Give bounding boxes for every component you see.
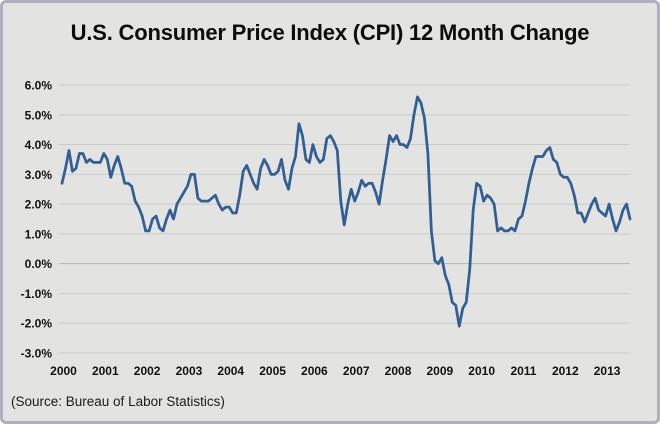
y-axis-tick-label: 5.0% [25,108,53,122]
y-axis-tick-label: -1.0% [21,287,53,301]
y-axis-tick-label: 2.0% [25,198,53,212]
x-axis-tick-label: 2009 [426,364,453,378]
y-axis-tick-label: 6.0% [25,79,53,93]
y-axis-tick-label: -2.0% [21,317,53,331]
cpi-data-line [60,95,632,328]
x-axis-tick-label: 2012 [552,364,579,378]
y-axis-tick-label: -3.0% [21,347,53,361]
x-axis-tick-label: 2003 [176,364,203,378]
x-axis-tick-label: 2001 [92,364,119,378]
x-axis-tick-label: 2008 [385,364,412,378]
y-axis-tick-label: 4.0% [25,138,53,152]
x-axis-tick-label: 2013 [594,364,621,378]
x-axis-tick-label: 2002 [134,364,161,378]
y-axis-tick-label: 0.0% [25,257,53,271]
x-axis-tick-label: 2000 [50,364,77,378]
chart-title: U.S. Consumer Price Index (CPI) 12 Month… [70,20,590,45]
x-axis-tick-label: 2004 [217,364,244,378]
source-note: (Source: Bureau of Labor Statistics) [11,394,225,409]
x-axis-tick-label: 2011 [510,364,536,378]
x-axis-tick-label: 2010 [468,364,495,378]
x-axis-tick-label: 2006 [301,364,328,378]
x-axis-tick-label: 2007 [343,364,370,378]
y-axis-tick-label: 3.0% [25,168,53,182]
y-axis-tick-label: 1.0% [25,227,53,241]
x-axis-tick-label: 2005 [259,364,286,378]
